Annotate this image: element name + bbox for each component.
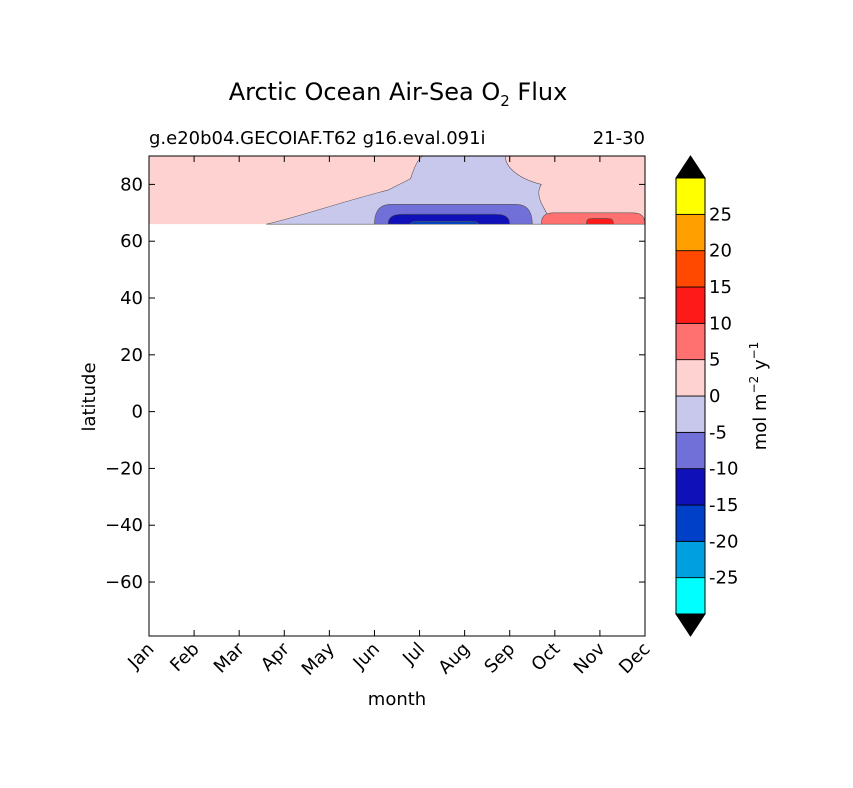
colorbar-tick-label: 25 — [709, 204, 732, 225]
colorbar-tick-label: 0 — [709, 386, 720, 407]
x-tick-label: Apr — [257, 638, 294, 675]
colorbar-label: mol m−2 y−1 — [747, 342, 771, 451]
flux-region — [410, 221, 479, 225]
x-tick-label: Feb — [166, 639, 203, 676]
colorbar-segment — [675, 250, 706, 288]
y-tick-label: 40 — [120, 288, 143, 309]
colorbar-segment — [675, 395, 706, 433]
colorbar-tick-label: 20 — [709, 241, 732, 262]
colorbar-tick-label: -10 — [709, 459, 738, 480]
y-axis-ticks: −60 −40 −20 0 20 40 60 80 — [105, 174, 645, 593]
flux-region — [586, 218, 614, 225]
colorbar-segment — [675, 177, 706, 215]
x-tick-label: Jun — [349, 639, 384, 674]
y-tick-label: 60 — [120, 231, 143, 252]
plot-area: Jan Feb Mar Apr May Jun Jul Aug Sep Oct Nov Dec −60… — [105, 155, 655, 680]
x-tick-label: Sep — [480, 639, 519, 678]
colorbar-frame — [675, 177, 706, 615]
colorbar-tick-label: 15 — [709, 277, 732, 298]
y-tick-label: 20 — [120, 345, 143, 366]
colorbar-segment — [675, 286, 706, 324]
y-tick-label: 0 — [132, 402, 143, 423]
colorbar-segment — [675, 322, 706, 361]
x-tick-label: Jan — [123, 639, 158, 674]
y-tick-label: 80 — [120, 174, 143, 195]
colorbar-segment — [675, 468, 706, 506]
colorbar-tick-label: -5 — [709, 422, 727, 443]
colorbar-extend-max — [675, 155, 706, 179]
chart-subtitle-right: 21-30 — [593, 128, 645, 149]
colorbar-tick-label: -25 — [709, 568, 738, 589]
colorbar-tick-label: 10 — [709, 313, 732, 334]
colorbar-tick-label: -20 — [709, 531, 738, 552]
flux-field — [149, 155, 646, 225]
x-axis-label: month — [368, 689, 426, 710]
x-tick-label: May — [298, 638, 339, 679]
x-tick-label: Oct — [527, 639, 564, 676]
colorbar-extend-min — [675, 613, 706, 637]
colorbar-tick-label: 5 — [709, 350, 720, 371]
colorbar-segment — [675, 577, 706, 615]
chart-subtitle-left: g.e20b04.GECOIAF.T62 g16.eval.091i — [149, 128, 486, 149]
chart-title: Arctic Ocean Air-Sea O2 Flux — [229, 78, 568, 110]
colorbar: -25 -20 -15 -10 -5 0 5 10 15 20 25 — [675, 155, 738, 637]
plot-frame — [148, 155, 646, 637]
x-tick-label: Mar — [210, 638, 249, 677]
colorbar-segment — [675, 213, 706, 252]
x-tick-label: Nov — [570, 638, 610, 678]
colorbar-segment — [675, 359, 706, 397]
colorbar-segment — [675, 431, 706, 470]
y-tick-label: −60 — [105, 572, 143, 593]
y-tick-label: −40 — [105, 515, 143, 536]
colorbar-segment — [675, 504, 706, 542]
x-tick-label: Jul — [398, 639, 429, 670]
colorbar-segment — [675, 540, 706, 579]
y-tick-label: −20 — [105, 458, 143, 479]
y-axis-label: latitude — [79, 362, 100, 431]
x-tick-label: Aug — [434, 639, 474, 679]
plot-background — [149, 156, 645, 636]
colorbar-tick-label: -15 — [709, 495, 738, 516]
x-tick-label: Dec — [615, 639, 654, 678]
